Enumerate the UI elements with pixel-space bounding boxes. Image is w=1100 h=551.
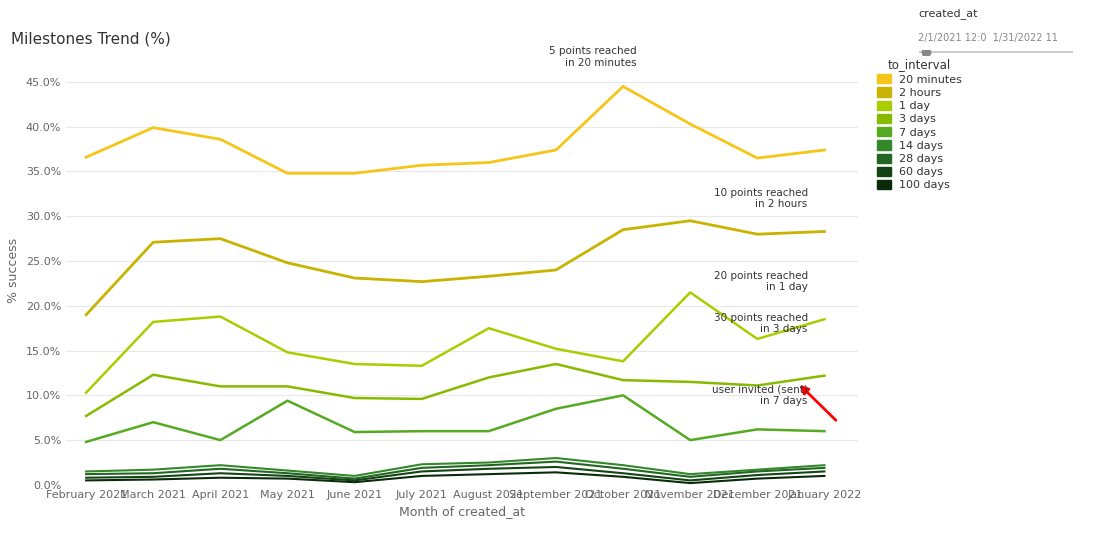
- Legend: 20 minutes, 2 hours, 1 day, 3 days, 7 days, 14 days, 28 days, 60 days, 100 days: 20 minutes, 2 hours, 1 day, 3 days, 7 da…: [873, 55, 966, 194]
- Y-axis label: % success: % success: [8, 237, 20, 302]
- Text: 30 points reached
in 3 days: 30 points reached in 3 days: [714, 313, 807, 334]
- X-axis label: Month of created_at: Month of created_at: [399, 505, 525, 518]
- Text: 2/1/2021 12:0  1/31/2022 11: 2/1/2021 12:0 1/31/2022 11: [918, 33, 1058, 44]
- Text: 20 points reached
in 1 day: 20 points reached in 1 day: [714, 271, 807, 293]
- Text: created_at: created_at: [918, 8, 978, 19]
- Text: user invited (sent)
in 7 days: user invited (sent) in 7 days: [712, 385, 807, 406]
- Text: 5 points reached
in 20 minutes: 5 points reached in 20 minutes: [549, 46, 637, 68]
- Text: 10 points reached
in 2 hours: 10 points reached in 2 hours: [714, 187, 807, 209]
- Text: Milestones Trend (%): Milestones Trend (%): [11, 32, 170, 47]
